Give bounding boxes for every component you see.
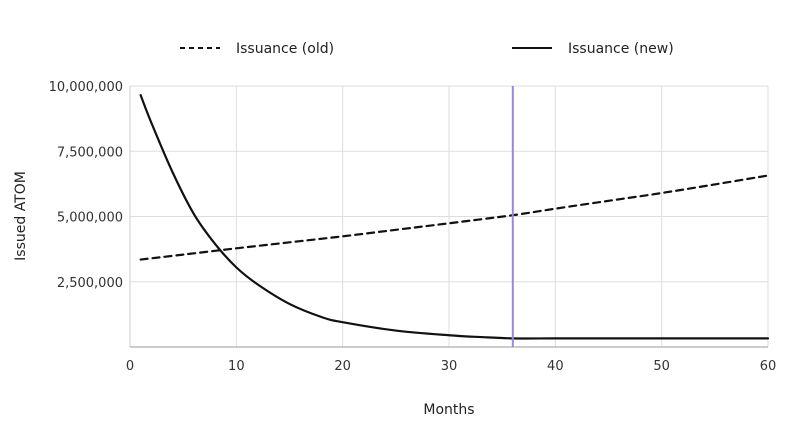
y-tick-label: 2,500,000 — [57, 276, 123, 291]
legend: Issuance (old) Issuance (new) — [180, 41, 674, 57]
x-tick-label: 20 — [334, 359, 351, 374]
axes: 0 10 20 30 40 50 60 2,500,000 5,000,000 7,500,000… — [49, 80, 777, 374]
x-tick-label: 30 — [441, 359, 458, 374]
x-axis-title: Months — [423, 402, 474, 418]
y-tick-label: 5,000,000 — [57, 211, 123, 226]
y-tick-label: 7,500,000 — [57, 145, 123, 160]
x-tick-label: 40 — [547, 359, 564, 374]
legend-label: Issuance (new) — [568, 41, 674, 57]
x-tick-label: 60 — [760, 359, 777, 374]
legend-label: Issuance (old) — [236, 41, 334, 57]
y-tick-label: 10,000,000 — [49, 80, 123, 95]
x-tick-label: 10 — [228, 359, 245, 374]
y-axis-title: Issued ATOM — [13, 171, 29, 261]
series-line-old — [139, 174, 770, 261]
series-line-new — [139, 94, 770, 340]
grid — [130, 85, 769, 347]
x-tick-label: 0 — [126, 359, 134, 374]
series — [139, 94, 770, 340]
x-tick-label: 50 — [653, 359, 670, 374]
